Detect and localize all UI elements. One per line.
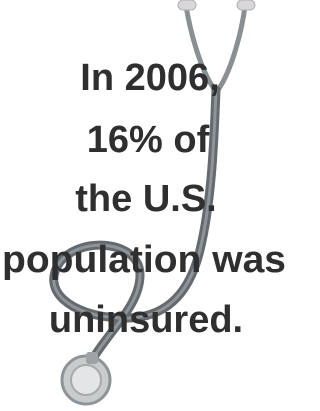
- poster: In 2006, 16% of the U.S. population was …: [0, 0, 288, 411]
- headline-line: the U.S.: [75, 178, 216, 220]
- headline-line: 16% of: [87, 119, 210, 161]
- headline-line: In 2006,: [80, 57, 219, 99]
- headline-line: uninsured.: [49, 299, 243, 341]
- headline-line: population was: [2, 239, 286, 281]
